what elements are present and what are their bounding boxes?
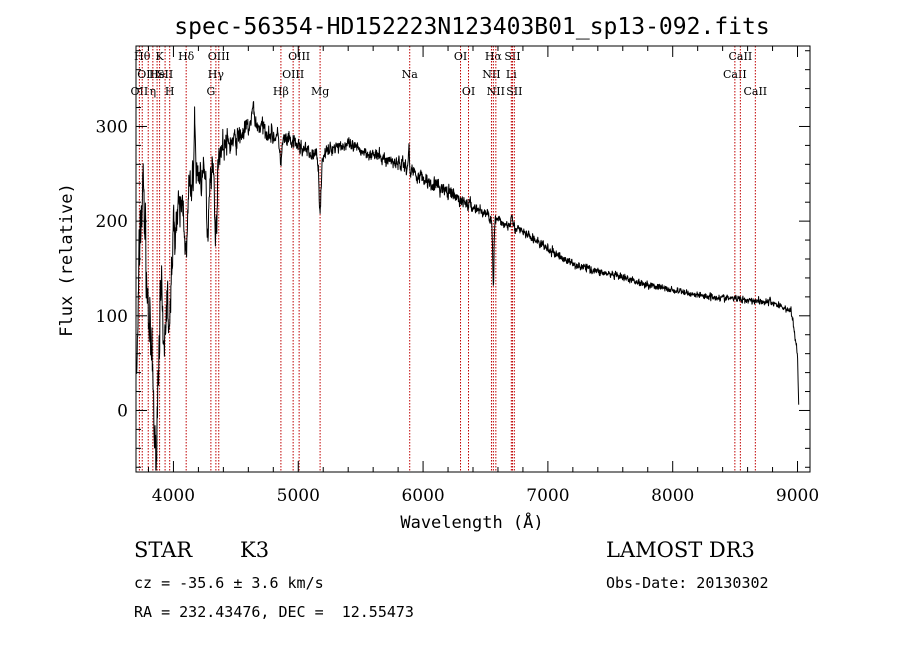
x-tick-label: 9000 (776, 486, 819, 506)
line-marker-label: OII (131, 85, 149, 98)
line-marker-label: He (149, 68, 165, 81)
redshift-velocity: cz = -35.6 ± 3.6 km/s (134, 574, 324, 592)
y-axis-title: Flux (relative) (57, 183, 77, 337)
line-marker-label: NII (487, 85, 505, 98)
plot-frame (135, 45, 811, 473)
y-tick-label: 300 (96, 117, 128, 137)
line-marker-label: Hθ (134, 50, 151, 63)
line-marker-label: OIII (282, 68, 304, 81)
spectrum-line (136, 101, 800, 471)
line-marker-label: Mg (311, 85, 329, 98)
axis-tick-labels: 4000 5000 6000 7000 8000 9000 0 100 200 300 (96, 117, 820, 506)
line-marker-label: SII (504, 50, 520, 63)
object-class: STAR (134, 538, 193, 562)
chart-title: spec-56354-HD152223N123403B01_sp13-092.f… (174, 14, 769, 40)
line-markers: OII Hθ OIII η He K SII H Hδ G Hγ OIII Hβ OIII OIII Mg Na… (131, 46, 767, 472)
line-marker-label: η (150, 85, 157, 98)
line-marker-label: OIII (288, 50, 310, 63)
line-marker-label: Na (402, 68, 419, 81)
line-marker-label: G (206, 85, 215, 98)
line-marker-label: OI (462, 85, 475, 98)
line-marker-label: CaII (743, 85, 767, 98)
line-marker-label: CaII (723, 68, 747, 81)
line-marker-label: Hα (485, 50, 503, 63)
y-tick-label: 0 (117, 401, 128, 421)
x-tick-label: 6000 (401, 486, 444, 506)
x-tick-label: 4000 (152, 486, 195, 506)
axis-ticks (136, 46, 810, 472)
survey-name: LAMOST DR3 (606, 538, 755, 562)
x-tick-label: 7000 (526, 486, 569, 506)
observation-date: Obs-Date: 20130302 (606, 574, 769, 592)
line-marker-label: OI (454, 50, 467, 63)
line-marker-label: CaII (729, 50, 753, 63)
y-tick-label: 100 (96, 307, 128, 327)
line-marker-label: Li (506, 68, 517, 81)
line-marker-label: OIII (208, 50, 230, 63)
line-marker-label: SII (157, 68, 173, 81)
line-marker-label: Hβ (273, 85, 289, 98)
line-marker-label: K (155, 50, 164, 63)
x-tick-label: 5000 (277, 486, 320, 506)
subclass: K3 (240, 538, 270, 562)
line-marker-label: H (165, 85, 175, 98)
line-marker-label: OIII (137, 68, 159, 81)
line-marker-label: SII (506, 85, 522, 98)
y-tick-label: 200 (96, 212, 128, 232)
x-tick-label: 8000 (651, 486, 694, 506)
line-marker-label: Hγ (208, 68, 225, 81)
line-marker-label: Hδ (178, 50, 195, 63)
coordinates: RA = 232.43476, DEC = 12.55473 (134, 603, 414, 621)
x-axis-title: Wavelength (Å) (400, 511, 543, 533)
line-marker-label: NII (482, 68, 500, 81)
